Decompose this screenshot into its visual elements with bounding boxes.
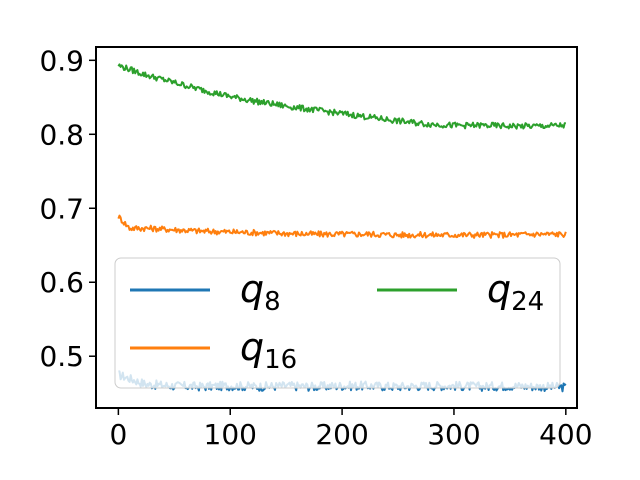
x-tick-label-4: 400 xyxy=(539,418,592,451)
x-tick-label-3: 300 xyxy=(427,418,480,451)
plot-frame xyxy=(95,46,578,409)
ticks-layer: 0 100 200 300 400 0.5 0.6 0.7 0.8 0.9 xyxy=(39,44,592,451)
series-line-2 xyxy=(117,63,566,130)
x-tick-label-1: 100 xyxy=(204,418,257,451)
y-tick-label-0: 0.5 xyxy=(39,340,84,373)
series-line-1 xyxy=(117,214,567,239)
x-tick-label-0: 0 xyxy=(109,418,127,451)
y-tick-label-1: 0.6 xyxy=(39,266,84,299)
legend: q8 q24 q16 xyxy=(114,257,561,389)
y-tick-label-4: 0.9 xyxy=(39,44,84,77)
legend-label-2: q16 xyxy=(240,325,297,375)
legend-label-0: q8 xyxy=(240,267,281,317)
y-tick-label-3: 0.8 xyxy=(39,118,84,151)
x-tick-label-2: 200 xyxy=(315,418,368,451)
legend-label-1: q24 xyxy=(487,267,544,317)
y-tick-label-2: 0.7 xyxy=(39,192,84,225)
